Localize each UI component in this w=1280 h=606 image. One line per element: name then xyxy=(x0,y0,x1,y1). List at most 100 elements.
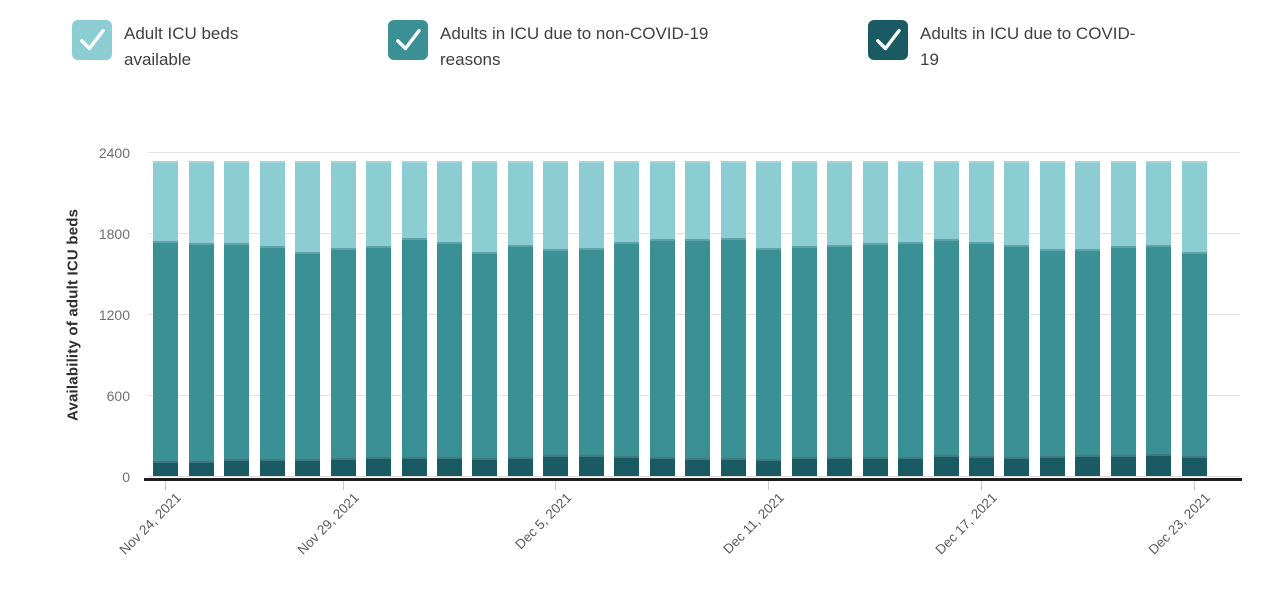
bar-segment-non_covid[interactable] xyxy=(969,242,995,457)
bar-segment-non_covid[interactable] xyxy=(436,242,462,458)
bar-segment-non_covid[interactable] xyxy=(578,247,604,455)
stacked-bar[interactable] xyxy=(898,161,924,477)
bar-segment-non_covid[interactable] xyxy=(330,247,356,459)
bar-segment-available[interactable] xyxy=(969,161,995,243)
stacked-bar[interactable] xyxy=(259,161,285,477)
bar-segment-covid[interactable] xyxy=(224,459,250,477)
legend-item-covid[interactable]: Adults in ICU due to COVID-19 xyxy=(868,20,1152,73)
stacked-bar[interactable] xyxy=(685,161,711,477)
stacked-bar[interactable] xyxy=(969,161,995,477)
stacked-bar[interactable] xyxy=(330,161,356,477)
bar-segment-non_covid[interactable] xyxy=(366,246,392,458)
stacked-bar[interactable] xyxy=(543,161,569,477)
bar-segment-non_covid[interactable] xyxy=(933,239,959,456)
stacked-bar[interactable] xyxy=(720,161,746,477)
bar-segment-covid[interactable] xyxy=(436,457,462,477)
bar-segment-non_covid[interactable] xyxy=(153,240,179,461)
stacked-bar[interactable] xyxy=(756,161,782,477)
bar-segment-non_covid[interactable] xyxy=(791,246,817,457)
bar-segment-non_covid[interactable] xyxy=(1110,246,1136,455)
stacked-bar[interactable] xyxy=(436,161,462,477)
bar-segment-covid[interactable] xyxy=(969,456,995,477)
bar-segment-covid[interactable] xyxy=(614,456,640,477)
bar-segment-available[interactable] xyxy=(614,161,640,243)
bar-segment-available[interactable] xyxy=(862,161,888,244)
bar-segment-available[interactable] xyxy=(507,161,533,245)
bar-segment-covid[interactable] xyxy=(649,456,675,477)
bar-segment-covid[interactable] xyxy=(472,458,498,477)
bar-segment-available[interactable] xyxy=(827,161,853,245)
legend-item-non-covid[interactable]: Adults in ICU due to non-COVID-19 reason… xyxy=(388,20,760,73)
bar-segment-available[interactable] xyxy=(153,161,179,241)
bar-segment-available[interactable] xyxy=(933,161,959,240)
bar-segment-available[interactable] xyxy=(1075,161,1101,249)
stacked-bar[interactable] xyxy=(1004,161,1030,477)
stacked-bar[interactable] xyxy=(1146,161,1172,477)
bar-segment-covid[interactable] xyxy=(1110,454,1136,477)
bar-segment-available[interactable] xyxy=(578,161,604,248)
stacked-bar[interactable] xyxy=(614,161,640,477)
bar-segment-non_covid[interactable] xyxy=(224,243,250,460)
bar-segment-non_covid[interactable] xyxy=(472,251,498,459)
bar-segment-available[interactable] xyxy=(188,161,214,244)
bar-segment-covid[interactable] xyxy=(578,454,604,477)
bar-segment-covid[interactable] xyxy=(1146,454,1172,477)
bar-segment-available[interactable] xyxy=(295,161,321,252)
bar-segment-non_covid[interactable] xyxy=(756,247,782,459)
bar-segment-available[interactable] xyxy=(366,161,392,247)
bar-segment-covid[interactable] xyxy=(401,456,427,477)
bar-segment-non_covid[interactable] xyxy=(401,238,427,457)
stacked-bar[interactable] xyxy=(507,161,533,477)
bar-segment-non_covid[interactable] xyxy=(295,251,321,460)
bar-segment-covid[interactable] xyxy=(188,460,214,477)
bar-segment-covid[interactable] xyxy=(862,456,888,477)
bar-segment-non_covid[interactable] xyxy=(1075,248,1101,455)
legend-checkbox-available[interactable] xyxy=(72,20,112,60)
bar-segment-available[interactable] xyxy=(1004,161,1030,245)
stacked-bar[interactable] xyxy=(366,161,392,477)
bar-segment-covid[interactable] xyxy=(295,459,321,477)
legend-checkbox-covid[interactable] xyxy=(868,20,908,60)
stacked-bar[interactable] xyxy=(827,161,853,477)
bar-segment-available[interactable] xyxy=(436,161,462,243)
bar-segment-available[interactable] xyxy=(898,161,924,243)
bar-segment-covid[interactable] xyxy=(685,458,711,477)
bar-segment-available[interactable] xyxy=(649,161,675,240)
bar-segment-available[interactable] xyxy=(401,161,427,239)
bar-segment-covid[interactable] xyxy=(933,455,959,477)
bar-segment-covid[interactable] xyxy=(791,456,817,477)
stacked-bar[interactable] xyxy=(1075,161,1101,477)
bar-segment-available[interactable] xyxy=(756,161,782,248)
bar-segment-non_covid[interactable] xyxy=(649,239,675,457)
bar-segment-covid[interactable] xyxy=(1075,454,1101,477)
bar-segment-non_covid[interactable] xyxy=(862,243,888,457)
bar-segment-non_covid[interactable] xyxy=(685,239,711,459)
bar-segment-available[interactable] xyxy=(791,161,817,247)
stacked-bar[interactable] xyxy=(401,161,427,477)
stacked-bar[interactable] xyxy=(472,161,498,477)
bar-segment-covid[interactable] xyxy=(1181,456,1207,477)
stacked-bar[interactable] xyxy=(791,161,817,477)
legend-item-available[interactable]: Adult ICU beds available xyxy=(72,20,269,73)
bar-segment-available[interactable] xyxy=(472,161,498,252)
bar-segment-covid[interactable] xyxy=(153,460,179,477)
bar-segment-available[interactable] xyxy=(330,161,356,248)
stacked-bar[interactable] xyxy=(295,161,321,477)
bar-segment-covid[interactable] xyxy=(827,457,853,477)
bar-segment-non_covid[interactable] xyxy=(614,242,640,457)
stacked-bar[interactable] xyxy=(862,161,888,477)
bar-segment-non_covid[interactable] xyxy=(259,246,285,459)
bar-segment-available[interactable] xyxy=(1146,161,1172,245)
stacked-bar[interactable] xyxy=(153,161,179,477)
bar-segment-covid[interactable] xyxy=(1039,456,1065,477)
bar-segment-covid[interactable] xyxy=(259,458,285,477)
bar-segment-non_covid[interactable] xyxy=(720,238,746,459)
bar-segment-available[interactable] xyxy=(685,161,711,240)
bar-segment-available[interactable] xyxy=(224,161,250,244)
bar-segment-non_covid[interactable] xyxy=(1181,251,1207,457)
bar-segment-non_covid[interactable] xyxy=(1004,244,1030,457)
legend-checkbox-non-covid[interactable] xyxy=(388,20,428,60)
bar-segment-non_covid[interactable] xyxy=(1039,248,1065,457)
bar-segment-available[interactable] xyxy=(720,161,746,239)
bar-segment-non_covid[interactable] xyxy=(898,242,924,458)
